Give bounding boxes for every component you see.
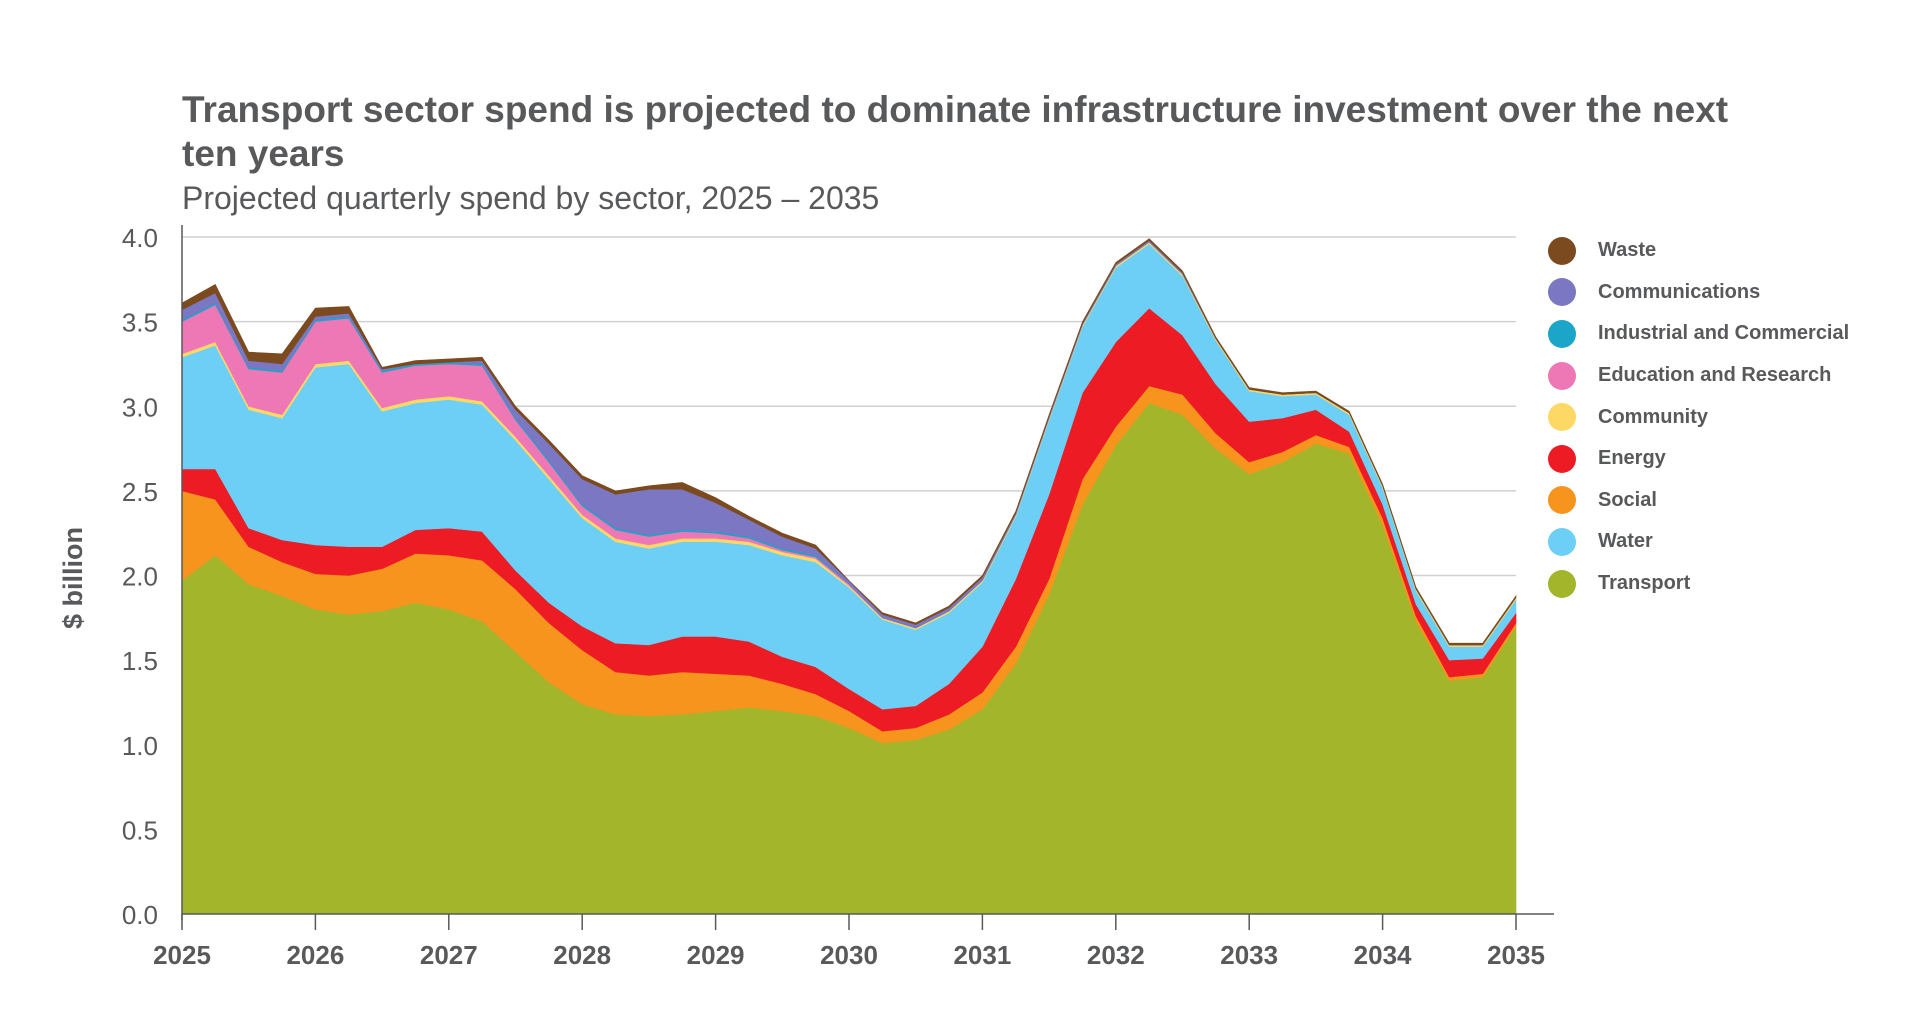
y-tick-label: 1.5 (122, 646, 158, 676)
x-tick-label: 2025 (153, 940, 211, 970)
y-axis-title: $ billion (58, 527, 88, 629)
legend-item-community: Community (1548, 396, 1849, 438)
legend-label: Social (1598, 488, 1657, 511)
x-tick-label: 2033 (1220, 940, 1278, 970)
legend-item-water: Water (1548, 521, 1849, 563)
legend-label: Industrial and Commercial (1598, 322, 1850, 345)
y-tick-label: 3.0 (122, 392, 158, 422)
y-tick-label: 4.0 (122, 223, 158, 253)
legend-swatch (1548, 319, 1576, 348)
y-tick-label: 2.5 (122, 477, 158, 507)
legend-item-education-and-research: Education and Research (1548, 355, 1849, 397)
legend-item-transport: Transport (1548, 563, 1849, 605)
legend-label: Community (1598, 405, 1708, 428)
legend-swatch (1548, 486, 1576, 515)
y-tick-label: 2.0 (122, 562, 158, 592)
legend-swatch (1548, 236, 1576, 265)
chart-title: Transport sector spend is projected to d… (182, 89, 1729, 174)
legend-label: Communications (1598, 280, 1761, 303)
x-tick-label: 2034 (1354, 940, 1412, 970)
legend-label: Transport (1598, 572, 1691, 595)
legend-swatch (1548, 569, 1576, 598)
y-tick-label: 0.5 (122, 815, 158, 845)
legend-swatch (1548, 527, 1576, 556)
legend-label: Education and Research (1598, 364, 1832, 387)
area-waste (181, 238, 1517, 646)
x-tick-label: 2035 (1487, 940, 1545, 970)
legend-swatch (1548, 403, 1576, 432)
x-tick-label: 2027 (420, 940, 478, 970)
y-tick-label: 1.0 (122, 731, 158, 761)
legend: Waste Communications Industrial and Commer… (1548, 230, 1849, 604)
chart-subtitle: Projected quarterly spend by sector, 202… (182, 180, 880, 216)
legend-label: Water (1598, 530, 1653, 553)
legend-item-communications: Communications (1548, 272, 1849, 314)
area-layer (181, 238, 1517, 915)
legend-label: Waste (1598, 239, 1657, 262)
x-tick-label: 2030 (820, 940, 878, 970)
x-tick-label: 2029 (687, 940, 745, 970)
x-tick-label: 2026 (286, 940, 344, 970)
legend-swatch (1548, 278, 1576, 307)
axes: 0.0 0.5 1.0 1.5 2.0 2.5 3.0 3.5 4.0 2025 2026 2027 2… (122, 223, 1554, 970)
legend-label: Energy (1598, 447, 1666, 470)
legend-swatch (1548, 361, 1576, 390)
legend-item-energy: Energy (1548, 438, 1849, 480)
x-tick-label: 2028 (553, 940, 611, 970)
x-tick-label: 2031 (953, 940, 1011, 970)
legend-swatch (1548, 444, 1576, 473)
y-tick-label: 0.0 (122, 900, 158, 930)
legend-item-social: Social (1548, 480, 1849, 522)
y-tick-label: 3.5 (122, 308, 158, 338)
legend-item-waste: Waste (1548, 230, 1849, 272)
legend-item-industrial-and-commercial: Industrial and Commercial (1548, 313, 1849, 355)
x-tick-label: 2032 (1087, 940, 1145, 970)
